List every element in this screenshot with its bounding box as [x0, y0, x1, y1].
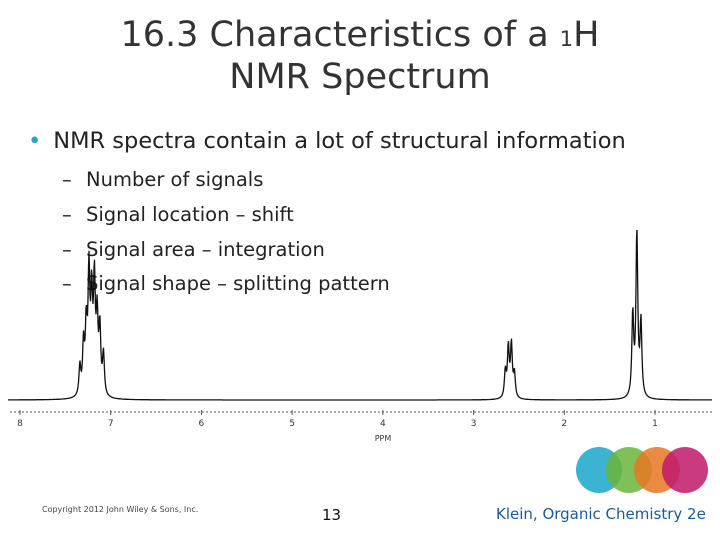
- sub-bullet-text: Number of signals: [86, 168, 264, 191]
- x-tick-label: 5: [289, 419, 295, 429]
- x-tick-label: 6: [199, 419, 205, 429]
- citation-text: Klein, Organic Chemistry 2e: [496, 505, 706, 523]
- x-tick-label: 8: [17, 419, 23, 429]
- sub-bullet: – Signal shape – splitting pattern: [62, 272, 390, 295]
- dash-icon: –: [62, 238, 72, 261]
- title-superscript: 1: [559, 27, 574, 51]
- sub-bullet-text: Signal area – integration: [86, 238, 325, 261]
- dash-icon: –: [62, 203, 72, 226]
- page-number: 13: [322, 506, 342, 524]
- title-line1-prefix: 16.3 Characteristics of a: [120, 15, 560, 55]
- x-axis-label: PPM: [375, 434, 392, 443]
- x-tick-label: 3: [471, 419, 477, 429]
- sub-bullet: – Signal location – shift: [62, 203, 294, 226]
- main-bullet-text: NMR spectra contain a lot of structural …: [53, 128, 626, 154]
- sub-bullet-text: Signal location – shift: [86, 203, 294, 226]
- copyright-text: Copyright 2012 John Wiley & Sons, Inc.: [42, 505, 199, 514]
- nmr-spectrum: 8 7 6 5 4 3 2 1 PPM: [8, 230, 712, 443]
- sub-bullet: – Number of signals: [62, 168, 263, 191]
- x-tick-label: 1: [652, 419, 658, 429]
- spectrum-line: [8, 230, 712, 401]
- dash-icon: –: [62, 272, 72, 295]
- x-tick-label: 4: [380, 419, 386, 429]
- title-line1-suffix: H: [573, 15, 600, 55]
- x-tick-label: 2: [561, 419, 567, 429]
- decorative-circles: [576, 447, 708, 493]
- dash-icon: –: [62, 168, 72, 191]
- sub-bullet-text: Signal shape – splitting pattern: [86, 272, 390, 295]
- sub-bullet: – Signal area – integration: [62, 238, 325, 261]
- bullet-dot-icon: •: [28, 128, 42, 154]
- slide-title: 16.3 Characteristics of a 1H NMR Spectru…: [0, 14, 720, 98]
- circle-icon: [662, 447, 708, 493]
- title-line2: NMR Spectrum: [229, 57, 491, 97]
- main-bullet: • NMR spectra contain a lot of structural…: [28, 128, 626, 154]
- x-tick-label: 7: [108, 419, 114, 429]
